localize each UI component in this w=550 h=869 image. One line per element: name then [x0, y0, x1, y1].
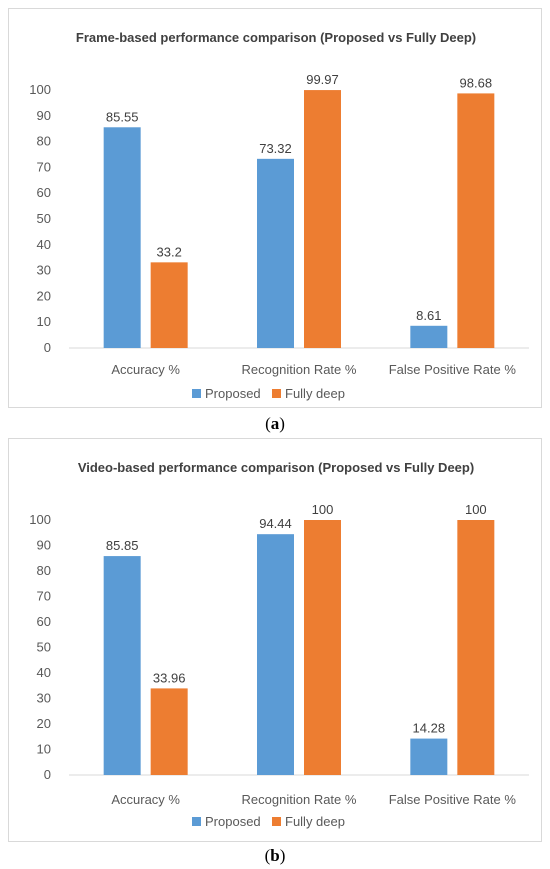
- y-tick-label: 50: [37, 211, 51, 226]
- bar-fully-deep: [150, 688, 188, 775]
- y-tick-label: 60: [37, 614, 51, 629]
- bar-fully-deep: [457, 93, 495, 348]
- caption-b: (b): [264, 846, 286, 865]
- y-tick-label: 80: [37, 563, 51, 578]
- y-tick-label: 80: [37, 134, 51, 149]
- data-label: 98.68: [460, 75, 493, 90]
- data-label: 33.2: [157, 244, 182, 259]
- y-tick-label: 90: [37, 108, 51, 123]
- bar-proposed: [410, 738, 448, 775]
- legend-label-fully-deep: Fully deep: [285, 386, 345, 401]
- y-tick-label: 10: [37, 314, 51, 329]
- bar-proposed: [410, 325, 448, 348]
- y-tick-label: 100: [29, 82, 51, 97]
- data-label: 100: [465, 502, 487, 517]
- chart-title: Frame-based performance comparison (Prop…: [76, 30, 476, 45]
- chart-frame-based: Frame-based performance comparison (Prop…: [29, 30, 529, 401]
- y-tick-label: 90: [37, 538, 51, 553]
- data-label: 94.44: [259, 516, 292, 531]
- legend-swatch-fully-deep: [272, 817, 281, 826]
- y-tick-label: 0: [44, 340, 51, 355]
- chart-panel-video-based: Video-based performance comparison (Prop…: [8, 438, 542, 842]
- caption-a: (a): [265, 414, 285, 433]
- y-tick-label: 10: [37, 742, 51, 757]
- caption-letter-b: b: [270, 846, 280, 865]
- data-label: 99.97: [306, 72, 339, 87]
- y-tick-label: 0: [44, 767, 51, 782]
- legend-label-proposed: Proposed: [205, 814, 261, 829]
- x-category-label: Accuracy %: [111, 362, 180, 377]
- bar-fully-deep: [150, 262, 188, 348]
- data-label: 14.28: [413, 721, 446, 736]
- data-label: 8.61: [416, 308, 441, 323]
- y-tick-label: 50: [37, 640, 51, 655]
- bar-proposed: [257, 158, 294, 348]
- x-category-label: False Positive Rate %: [389, 362, 517, 377]
- y-tick-label: 70: [37, 589, 51, 604]
- bar-fully-deep: [304, 520, 341, 775]
- x-category-label: Accuracy %: [111, 792, 180, 807]
- data-label: 73.32: [259, 141, 292, 156]
- chart-video-based: Video-based performance comparison (Prop…: [29, 460, 529, 829]
- x-category-label: Recognition Rate %: [242, 362, 357, 377]
- x-category-label: Recognition Rate %: [242, 792, 357, 807]
- chart-panel-frame-based: Frame-based performance comparison (Prop…: [8, 8, 542, 408]
- legend-swatch-proposed: [192, 817, 201, 826]
- legend-label-proposed: Proposed: [205, 386, 261, 401]
- data-label: 85.85: [106, 538, 139, 553]
- bar-proposed: [257, 534, 294, 775]
- chart-title: Video-based performance comparison (Prop…: [78, 460, 474, 475]
- x-category-label: False Positive Rate %: [389, 792, 517, 807]
- bar-fully-deep: [304, 90, 341, 349]
- y-tick-label: 40: [37, 237, 51, 252]
- data-label: 100: [312, 502, 334, 517]
- legend-label-fully-deep: Fully deep: [285, 814, 345, 829]
- legend-swatch-proposed: [192, 389, 201, 398]
- y-tick-label: 20: [37, 716, 51, 731]
- bar-fully-deep: [457, 520, 495, 775]
- y-tick-label: 100: [29, 512, 51, 527]
- data-label: 33.96: [153, 670, 186, 685]
- y-tick-label: 70: [37, 159, 51, 174]
- data-label: 85.55: [106, 109, 139, 124]
- bar-proposed: [103, 127, 141, 348]
- caption-letter-a: a: [270, 414, 280, 433]
- legend-swatch-fully-deep: [272, 389, 281, 398]
- bar-proposed: [103, 556, 141, 775]
- y-tick-label: 20: [37, 288, 51, 303]
- y-tick-label: 30: [37, 691, 51, 706]
- y-tick-label: 30: [37, 263, 51, 278]
- y-tick-label: 60: [37, 185, 51, 200]
- y-tick-label: 40: [37, 665, 51, 680]
